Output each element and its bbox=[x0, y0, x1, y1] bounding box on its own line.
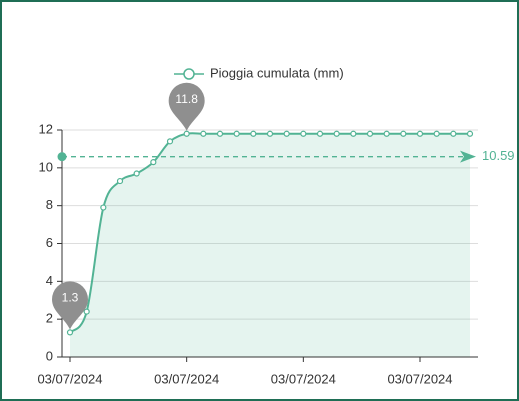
point bbox=[350, 130, 357, 137]
y-tick-label: 12 bbox=[39, 121, 53, 136]
area bbox=[70, 133, 470, 357]
point bbox=[366, 130, 374, 137]
pin bbox=[168, 82, 205, 131]
pin-label: 1.3 bbox=[62, 291, 79, 305]
point bbox=[283, 130, 290, 137]
x-tick-label: 03/07/2024 bbox=[154, 371, 219, 386]
point bbox=[400, 130, 407, 137]
x-tick-label: 03/07/2024 bbox=[387, 371, 452, 386]
point bbox=[116, 177, 124, 185]
point bbox=[216, 130, 224, 137]
y-tick-label: 8 bbox=[46, 197, 53, 212]
point bbox=[433, 130, 440, 137]
y-tick-label: 2 bbox=[46, 311, 53, 326]
point bbox=[83, 308, 90, 315]
point bbox=[150, 159, 157, 166]
point bbox=[383, 130, 390, 137]
x-tick-label: 03/07/2024 bbox=[37, 371, 102, 386]
point bbox=[100, 204, 107, 211]
point bbox=[333, 130, 340, 137]
y-tick-label: 4 bbox=[46, 273, 53, 288]
x-tick-label: 03/07/2024 bbox=[271, 371, 336, 386]
point bbox=[200, 130, 207, 137]
y-tick-label: 6 bbox=[46, 235, 53, 250]
point bbox=[250, 130, 257, 137]
point bbox=[316, 130, 324, 137]
average-arrow bbox=[460, 150, 476, 163]
average-label: 10.59 bbox=[482, 148, 515, 163]
pin-label: 11.8 bbox=[175, 92, 198, 106]
point bbox=[416, 130, 424, 137]
point bbox=[183, 130, 190, 137]
y-tick-label: 0 bbox=[46, 348, 53, 363]
point bbox=[300, 130, 307, 137]
point bbox=[450, 130, 457, 137]
legend-marker bbox=[183, 68, 195, 80]
point bbox=[66, 329, 74, 336]
point bbox=[133, 170, 140, 177]
y-tick-label: 10 bbox=[39, 159, 53, 174]
legend-label: Pioggia cumulata (mm) bbox=[210, 65, 344, 80]
pin bbox=[51, 281, 88, 330]
point bbox=[233, 130, 240, 137]
point bbox=[266, 130, 274, 137]
point bbox=[466, 130, 474, 137]
point bbox=[166, 138, 174, 145]
